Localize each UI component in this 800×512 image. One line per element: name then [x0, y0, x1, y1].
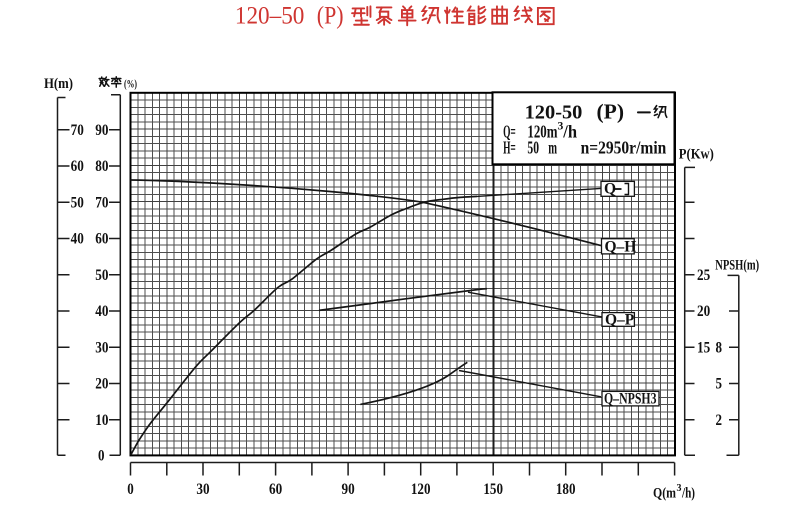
svg-text:70: 70 [95, 194, 108, 211]
svg-text:P(Kw): P(Kw) [679, 147, 714, 163]
svg-text:40: 40 [95, 303, 108, 320]
svg-text:60: 60 [269, 481, 282, 498]
svg-text:120-50: 120-50 [525, 102, 583, 124]
svg-text:H=: H= [503, 137, 516, 157]
svg-text:Q(m: Q(m [653, 486, 676, 502]
svg-text:15: 15 [697, 340, 710, 357]
svg-text:5: 5 [716, 376, 723, 393]
svg-text:8: 8 [716, 340, 723, 357]
svg-text:30: 30 [196, 481, 209, 498]
svg-text:Q–H: Q–H [605, 238, 637, 255]
svg-text:H(m): H(m) [44, 76, 73, 92]
svg-text:/h): /h) [681, 486, 695, 502]
svg-text:120: 120 [411, 481, 431, 498]
svg-text:150: 150 [483, 481, 503, 498]
svg-text:0: 0 [127, 481, 134, 498]
svg-text:2: 2 [716, 412, 723, 429]
svg-text:60: 60 [71, 158, 84, 175]
svg-text:50: 50 [527, 137, 539, 157]
svg-text:90: 90 [95, 122, 108, 139]
svg-text:70: 70 [71, 122, 84, 139]
svg-text:30: 30 [95, 340, 108, 357]
svg-text:80: 80 [95, 158, 108, 175]
svg-text:180: 180 [556, 481, 576, 498]
svg-text:25: 25 [697, 267, 710, 284]
svg-text:3: 3 [558, 119, 564, 133]
svg-text:20: 20 [697, 303, 710, 320]
svg-text:120–50: 120–50 [235, 1, 305, 30]
svg-text:Q–P: Q–P [605, 312, 635, 329]
svg-text:20: 20 [95, 376, 108, 393]
svg-text:n=2950r/min: n=2950r/min [581, 137, 667, 157]
svg-text:60: 60 [95, 231, 108, 248]
svg-text:Q–NPSH3: Q–NPSH3 [604, 391, 657, 408]
svg-text:/h: /h [562, 121, 577, 141]
svg-text:Q=: Q= [503, 121, 516, 141]
svg-text:10: 10 [95, 412, 108, 429]
svg-text:m: m [548, 137, 557, 157]
svg-text:50: 50 [71, 194, 84, 211]
svg-text:(P): (P) [317, 1, 344, 30]
svg-text:Q: Q [604, 181, 616, 198]
svg-text:(%): (%) [124, 79, 137, 91]
svg-text:3: 3 [677, 483, 682, 494]
svg-text:50: 50 [95, 267, 108, 284]
svg-text:(P): (P) [597, 100, 625, 124]
svg-text:NPSH(m): NPSH(m) [715, 258, 759, 274]
svg-text:40: 40 [71, 231, 84, 248]
svg-text:0: 0 [98, 448, 105, 465]
svg-text:120m: 120m [527, 121, 557, 141]
svg-text:90: 90 [342, 481, 355, 498]
